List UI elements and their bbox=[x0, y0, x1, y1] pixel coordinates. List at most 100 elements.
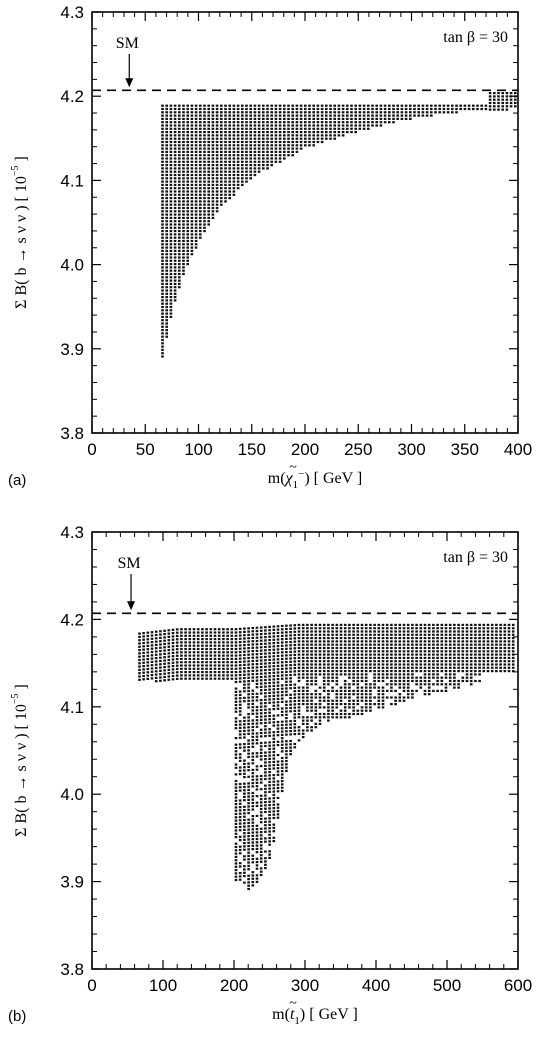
data-point bbox=[257, 170, 261, 173]
data-point bbox=[215, 203, 219, 206]
data-point bbox=[383, 114, 387, 117]
data-point bbox=[377, 663, 381, 666]
data-point bbox=[322, 643, 326, 646]
data-point bbox=[276, 796, 280, 799]
data-point bbox=[165, 160, 168, 163]
data-point bbox=[175, 641, 179, 644]
data-point bbox=[373, 640, 376, 643]
data-point bbox=[186, 114, 189, 117]
data-point bbox=[398, 679, 402, 683]
data-point bbox=[243, 657, 246, 660]
data-point bbox=[184, 664, 187, 667]
data-point bbox=[196, 661, 200, 664]
data-point bbox=[199, 220, 202, 223]
data-point bbox=[318, 630, 322, 633]
data-point bbox=[465, 679, 469, 683]
data-point bbox=[238, 733, 242, 736]
data-point bbox=[253, 127, 257, 130]
data-point bbox=[503, 633, 507, 636]
data-point bbox=[490, 640, 494, 643]
data-point bbox=[255, 742, 259, 745]
data-point bbox=[268, 787, 271, 790]
data-point bbox=[167, 629, 171, 632]
data-point bbox=[390, 637, 393, 640]
data-point bbox=[268, 744, 271, 747]
data-point bbox=[499, 643, 502, 646]
data-point bbox=[251, 818, 255, 821]
data-point bbox=[493, 95, 496, 98]
data-point bbox=[224, 117, 227, 120]
data-point bbox=[297, 696, 301, 699]
data-point bbox=[503, 670, 507, 673]
data-point bbox=[196, 654, 200, 657]
data-point bbox=[301, 736, 305, 739]
data-point bbox=[186, 263, 189, 266]
data-point bbox=[406, 646, 410, 650]
data-point bbox=[329, 107, 332, 111]
data-point bbox=[390, 703, 393, 706]
data-point bbox=[411, 656, 414, 659]
data-point bbox=[514, 105, 517, 108]
data-point bbox=[165, 315, 168, 318]
data-point bbox=[440, 660, 444, 663]
data-point bbox=[247, 792, 250, 795]
data-point bbox=[262, 117, 265, 120]
data-point bbox=[178, 282, 181, 285]
data-point bbox=[499, 640, 502, 643]
data-point bbox=[495, 663, 498, 666]
data-point bbox=[228, 137, 231, 140]
data-point bbox=[249, 124, 252, 127]
data-point bbox=[222, 674, 225, 677]
data-point bbox=[165, 272, 168, 276]
data-point bbox=[247, 835, 250, 838]
data-point bbox=[173, 190, 177, 193]
data-point bbox=[175, 671, 179, 674]
data-point bbox=[264, 797, 267, 800]
data-point bbox=[211, 190, 215, 193]
data-point bbox=[243, 653, 246, 657]
data-point bbox=[310, 663, 313, 666]
data-point bbox=[264, 807, 267, 810]
data-point bbox=[346, 107, 349, 111]
data-point bbox=[295, 104, 299, 107]
data-point bbox=[394, 656, 397, 659]
data-point bbox=[350, 107, 353, 111]
data-point bbox=[467, 107, 471, 111]
data-point bbox=[280, 687, 284, 690]
data-point bbox=[169, 213, 173, 216]
data-point bbox=[444, 660, 448, 663]
data-point bbox=[419, 643, 423, 646]
data-point bbox=[318, 699, 322, 702]
data-point bbox=[316, 127, 320, 130]
data-point bbox=[190, 173, 194, 177]
data-point bbox=[232, 170, 236, 173]
data-point bbox=[276, 753, 280, 757]
data-point bbox=[385, 670, 389, 673]
data-point bbox=[299, 131, 303, 134]
data-point bbox=[190, 121, 194, 124]
data-point bbox=[276, 770, 280, 773]
data-point bbox=[388, 111, 391, 114]
data-point bbox=[398, 633, 402, 636]
data-point bbox=[289, 631, 292, 634]
data-point bbox=[262, 157, 265, 160]
data-point bbox=[238, 852, 242, 855]
data-point bbox=[205, 661, 208, 664]
data-point bbox=[465, 676, 469, 679]
data-point bbox=[478, 673, 481, 676]
data-point bbox=[190, 193, 194, 196]
data-point bbox=[352, 703, 355, 706]
data-point bbox=[236, 121, 240, 124]
data-point bbox=[377, 699, 381, 702]
data-point bbox=[444, 656, 448, 659]
data-point bbox=[255, 864, 259, 867]
data-point bbox=[293, 706, 297, 709]
data-point bbox=[165, 286, 168, 289]
data-point bbox=[262, 104, 265, 107]
data-point bbox=[178, 243, 181, 246]
data-point bbox=[308, 111, 311, 114]
data-point bbox=[142, 661, 145, 664]
data-point bbox=[356, 640, 360, 643]
data-point bbox=[182, 216, 185, 219]
data-point bbox=[207, 193, 210, 196]
